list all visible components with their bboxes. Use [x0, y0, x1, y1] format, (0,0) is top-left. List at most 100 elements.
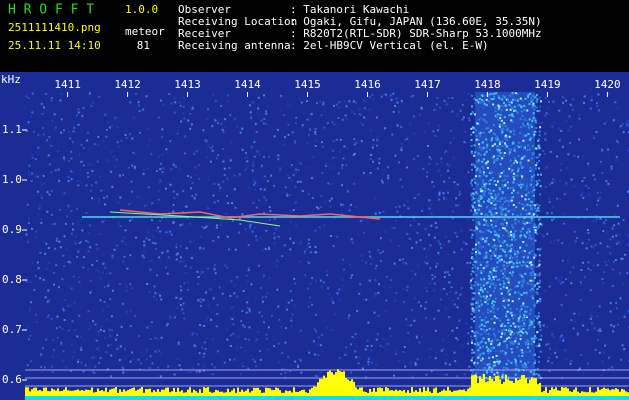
noise — [497, 104, 500, 107]
noise — [467, 171, 470, 174]
noise — [70, 210, 73, 212]
noise — [471, 172, 473, 175]
noise — [358, 113, 361, 115]
noise — [211, 373, 214, 376]
noise — [40, 352, 43, 355]
noise — [532, 288, 535, 291]
noise — [473, 332, 476, 335]
noise — [46, 102, 49, 105]
noise — [580, 284, 583, 286]
noise — [46, 300, 49, 303]
noise — [608, 242, 611, 245]
noise — [241, 127, 244, 130]
noise — [501, 98, 504, 101]
noise — [527, 343, 530, 346]
noise — [449, 215, 452, 218]
noise — [506, 346, 508, 349]
noise — [283, 136, 286, 139]
spectrum-bar — [75, 390, 77, 396]
noise — [266, 361, 269, 364]
noise — [527, 340, 530, 343]
spectrum-bar — [209, 391, 211, 396]
noise — [332, 156, 334, 159]
noise — [533, 253, 536, 256]
noise — [451, 96, 454, 99]
noise — [501, 208, 504, 211]
noise — [92, 267, 95, 270]
noise — [320, 194, 323, 197]
noise — [212, 94, 215, 97]
spectrum-bar — [533, 378, 535, 396]
noise — [497, 362, 500, 365]
noise — [398, 205, 401, 208]
noise — [597, 93, 600, 96]
noise — [521, 157, 524, 160]
noise — [503, 325, 506, 328]
noise — [217, 199, 219, 202]
noise — [268, 155, 271, 158]
noise — [314, 132, 317, 135]
noise — [478, 325, 481, 328]
noise — [222, 160, 225, 163]
spectrum-bar — [169, 392, 171, 396]
noise — [627, 131, 629, 134]
noise — [37, 146, 40, 149]
noise — [435, 352, 438, 355]
noise — [616, 106, 619, 109]
noise — [446, 336, 449, 339]
noise — [392, 111, 395, 113]
noise — [460, 229, 463, 232]
noise — [373, 295, 376, 298]
noise — [562, 339, 565, 342]
noise — [150, 214, 153, 217]
noise — [277, 235, 280, 238]
noise — [488, 298, 491, 300]
noise — [386, 343, 389, 346]
field-value: : Ogaki, Gifu, JAPAN (136.60E, 35.35N) — [290, 15, 542, 28]
noise — [516, 259, 519, 262]
noise — [221, 128, 224, 131]
noise — [560, 130, 563, 132]
noise — [160, 336, 163, 339]
noise — [625, 324, 628, 326]
noise — [200, 301, 203, 303]
noise — [505, 104, 507, 107]
noise — [165, 209, 167, 212]
noise — [564, 349, 567, 352]
noise — [534, 130, 537, 133]
noise — [193, 344, 196, 347]
noise — [524, 363, 527, 366]
noise — [472, 131, 475, 134]
noise — [526, 282, 529, 284]
noise — [440, 180, 443, 183]
noise — [220, 220, 223, 223]
noise — [524, 264, 526, 267]
spectrum-bar — [373, 388, 375, 396]
noise — [585, 184, 588, 187]
noise — [538, 344, 541, 347]
noise — [219, 186, 222, 189]
noise — [490, 98, 493, 100]
noise — [485, 346, 488, 349]
y-tick-label: 1.0 — [2, 173, 22, 186]
noise — [492, 276, 495, 278]
noise — [611, 235, 614, 238]
spectrum-bar — [301, 390, 303, 396]
noise — [498, 240, 501, 243]
noise — [311, 196, 314, 199]
noise — [532, 272, 535, 275]
spectrum-bar — [337, 369, 339, 396]
noise — [215, 226, 218, 229]
noise — [601, 360, 604, 363]
noise — [511, 120, 514, 123]
noise — [177, 130, 180, 132]
spectrum-bar — [495, 376, 497, 396]
noise — [51, 161, 54, 164]
field-label: Observer — [178, 3, 231, 16]
noise — [297, 169, 300, 172]
noise — [474, 280, 477, 283]
noise — [248, 338, 250, 341]
noise — [528, 212, 531, 215]
noise — [70, 170, 73, 173]
noise — [222, 148, 225, 150]
